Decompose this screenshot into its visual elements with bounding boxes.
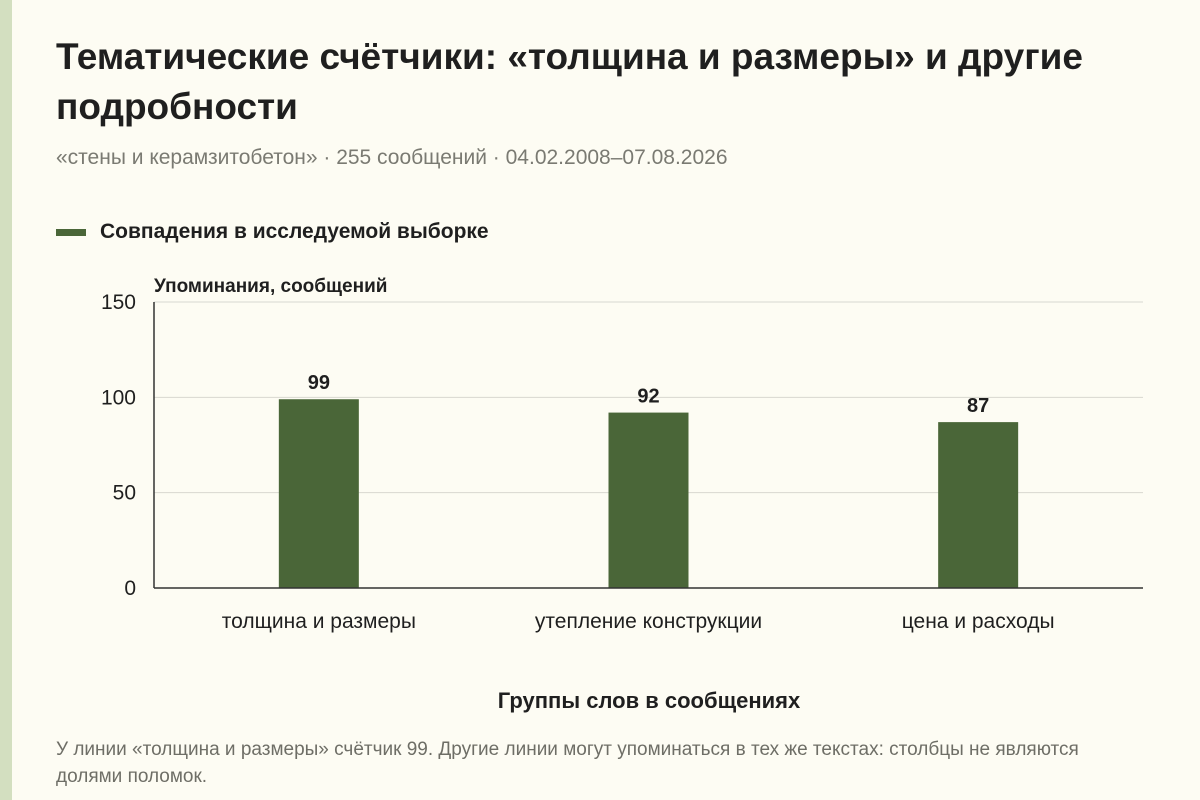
legend-swatch xyxy=(56,228,86,236)
bar xyxy=(608,412,689,588)
y-tick-label: 150 xyxy=(101,291,136,314)
data-label: 87 xyxy=(967,395,989,417)
legend-label: Совпадения в исследуемой выборке xyxy=(100,220,489,243)
bar-chart: Упоминания, сообщений 99 92 87 0 50 100 150 то… xyxy=(101,276,1143,713)
legend: Совпадения в исследуемой выборке xyxy=(56,218,489,246)
y-tick-label: 0 xyxy=(124,577,136,600)
data-label: 92 xyxy=(637,386,659,408)
data-label: 99 xyxy=(308,372,330,394)
x-tick-label: толщина и размеры xyxy=(222,610,416,633)
y-tick-label: 50 xyxy=(113,482,136,505)
bars xyxy=(278,399,1019,588)
x-axis-label: Группы слов в сообщениях xyxy=(498,688,801,713)
bar xyxy=(278,399,359,588)
x-tick-label: утепление конструкции xyxy=(535,610,762,633)
chart-subtitle: «стены и керамзитобетон» · 255 сообщений… xyxy=(56,146,728,169)
data-labels: 99 92 87 xyxy=(308,372,990,417)
accent-strip xyxy=(0,0,12,800)
x-tick-label: цена и расходы xyxy=(902,610,1055,633)
bar xyxy=(938,422,1019,588)
chart-title: Тематические счётчики: «толщина и размер… xyxy=(56,36,1083,127)
y-tick-label: 100 xyxy=(101,386,136,409)
ticks: 0 50 100 150 толщина и размеры утепление конс… xyxy=(101,291,1055,633)
footnote: У линии «толщина и размеры» счётчик 99. … xyxy=(56,739,1079,787)
y-axis-label: Упоминания, сообщений xyxy=(154,276,387,297)
